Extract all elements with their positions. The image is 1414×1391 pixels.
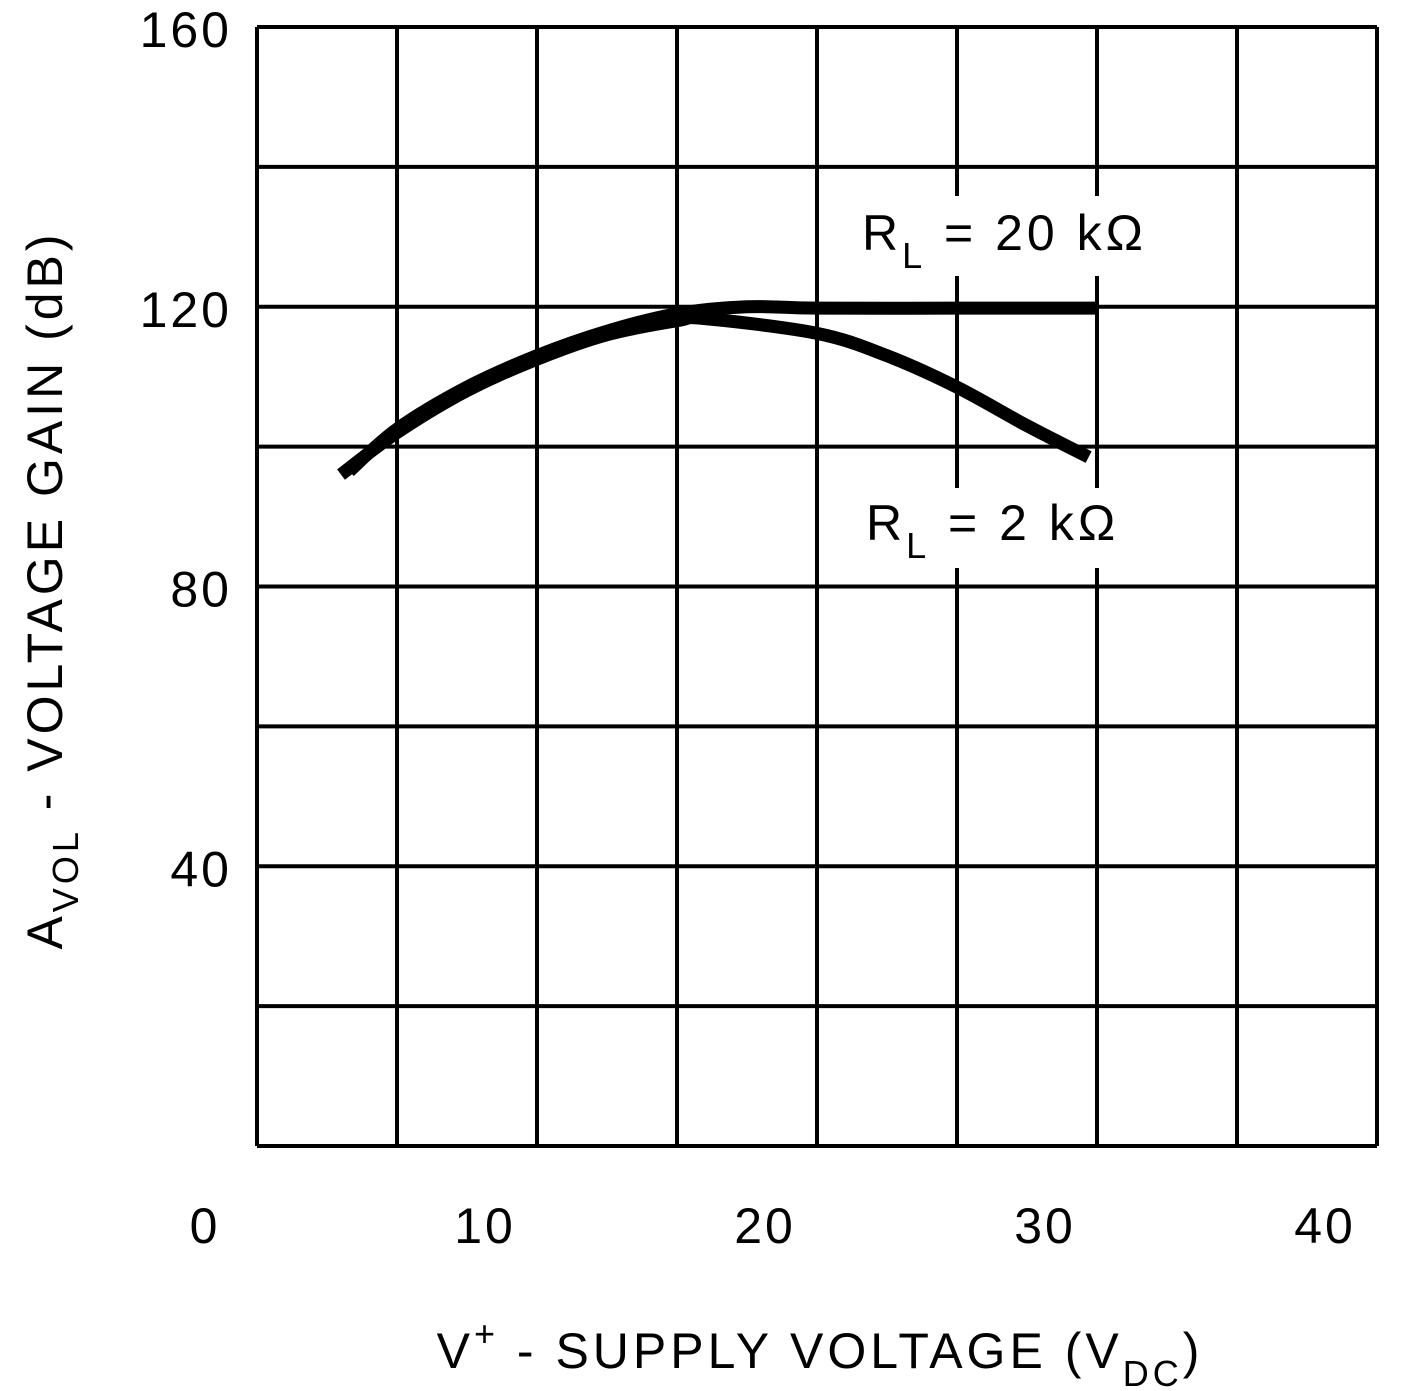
tick-labels: 0 10 20 30 40 40 80 120 160 (140, 2, 1356, 1254)
x-tick-label: 40 (1294, 1198, 1356, 1254)
y-tick-label: 40 (170, 841, 232, 897)
series-lines (337, 300, 1097, 480)
y-tick-label: 160 (140, 2, 232, 58)
x-tick-label: 30 (1014, 1198, 1076, 1254)
x-tick-label: 0 (190, 1198, 221, 1254)
x-axis-label: V+ - SUPPLY VOLTAGE (VDC) (437, 1313, 1204, 1391)
x-tick-label: 10 (454, 1198, 516, 1254)
y-tick-label: 80 (170, 562, 232, 618)
y-tick-label: 120 (140, 282, 232, 338)
series-label-20k: RL = 20 kΩ (862, 205, 1147, 276)
x-tick-label: 20 (734, 1198, 796, 1254)
label-bg-20k (852, 196, 1212, 276)
y-axis-label: AVOL - VOLTAGE GAIN (dB) (17, 230, 86, 949)
label-bg-2k (858, 488, 1178, 568)
series-line-1 (337, 311, 1092, 480)
grid (255, 25, 1379, 1148)
series-label-2k: RL = 2 kΩ (866, 495, 1119, 566)
